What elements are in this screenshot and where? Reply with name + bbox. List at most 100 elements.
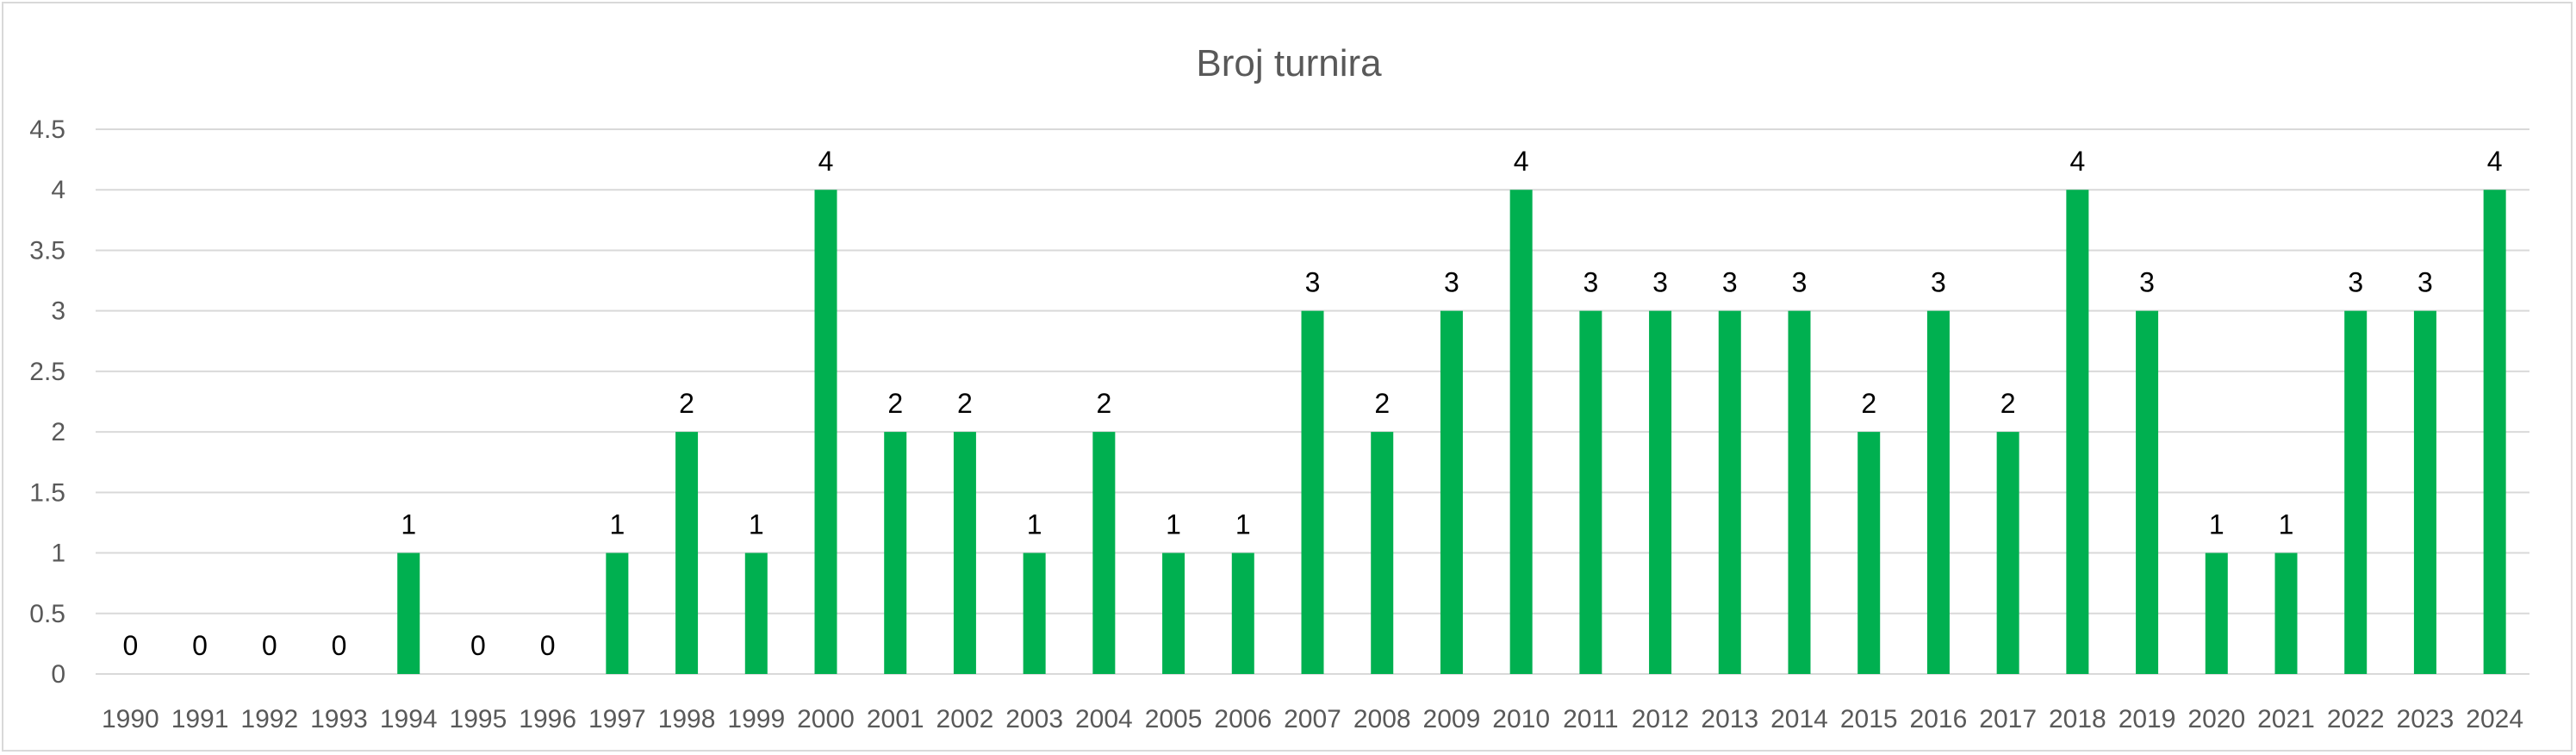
- x-tick-label: 2014: [1770, 705, 1828, 733]
- x-tick-label: 1994: [380, 705, 438, 733]
- data-label: 3: [1583, 267, 1598, 298]
- bar: [2205, 552, 2228, 674]
- x-tick-label: 2017: [1979, 705, 2037, 733]
- data-label: 3: [1652, 267, 1668, 298]
- y-tick-label: 3.5: [29, 236, 65, 265]
- bar: [1788, 310, 1811, 674]
- x-tick-label: 2008: [1353, 705, 1411, 733]
- x-tick-label: 2003: [1005, 705, 1063, 733]
- data-label: 1: [749, 509, 764, 540]
- data-label: 4: [1514, 146, 1529, 177]
- data-label: 1: [609, 509, 625, 540]
- bar: [1023, 552, 1046, 674]
- bar: [814, 190, 837, 674]
- bar: [2136, 310, 2159, 674]
- bar: [1926, 310, 1950, 674]
- x-tick-label: 1999: [727, 705, 785, 733]
- data-label: 2: [887, 388, 903, 419]
- data-label: 1: [1027, 509, 1042, 540]
- bar: [606, 552, 629, 674]
- data-label: 4: [2069, 146, 2085, 177]
- data-label: 1: [401, 509, 416, 540]
- bar: [397, 552, 420, 674]
- data-label: 2: [957, 388, 973, 419]
- x-tick-label: 2016: [1910, 705, 1968, 733]
- x-tick-label: 1990: [102, 705, 159, 733]
- x-tick-label: 2023: [2397, 705, 2455, 733]
- bar: [1092, 432, 1116, 674]
- bar: [1996, 432, 2019, 674]
- bar: [1857, 432, 1881, 674]
- data-label: 1: [2209, 509, 2224, 540]
- x-tick-label: 2006: [1214, 705, 1272, 733]
- bars: [397, 190, 2506, 674]
- y-tick-label: 0: [51, 660, 65, 689]
- data-label: 3: [1305, 267, 1321, 298]
- x-tick-label: 2024: [2466, 705, 2523, 733]
- bar: [2066, 190, 2089, 674]
- data-label: 0: [332, 630, 347, 661]
- x-tick-label: 2012: [1632, 705, 1689, 733]
- x-tick-label: 1996: [519, 705, 576, 733]
- data-label: 2: [1374, 388, 1390, 419]
- data-label: 4: [818, 146, 834, 177]
- y-tick-label: 2.5: [29, 358, 65, 386]
- data-label: 0: [470, 630, 486, 661]
- data-label: 2: [1096, 388, 1111, 419]
- x-tick-label: 1991: [171, 705, 229, 733]
- data-label: 0: [262, 630, 277, 661]
- bar: [675, 432, 699, 674]
- data-label: 3: [2417, 267, 2433, 298]
- data-label: 3: [1444, 267, 1459, 298]
- data-label: 2: [2000, 388, 2016, 419]
- data-label: 3: [2139, 267, 2155, 298]
- x-tick-label: 2007: [1284, 705, 1341, 733]
- y-tick-label: 3: [51, 297, 65, 326]
- bar: [1162, 552, 1185, 674]
- y-tick-label: 4.5: [29, 115, 65, 144]
- x-tick-label: 1997: [588, 705, 646, 733]
- data-label: 2: [1861, 388, 1876, 419]
- bar: [1718, 310, 1741, 674]
- x-tick-label: 2022: [2327, 705, 2385, 733]
- x-tick-label: 2010: [1492, 705, 1550, 733]
- bar: [1579, 310, 1602, 674]
- data-label: 1: [1235, 509, 1251, 540]
- data-labels: 0 0 0 0 1 0 0 1 2 1 4 2 2 1 2 1 1 3 2 3 4 3 3 3 3 2 3 2 4 3 1 1 3 3 4: [122, 146, 2502, 661]
- x-tick-label: 2009: [1423, 705, 1481, 733]
- bar: [1649, 310, 1672, 674]
- bar: [2344, 310, 2368, 674]
- bar: [2483, 190, 2506, 674]
- x-tick-label: 2005: [1145, 705, 1203, 733]
- bar: [2413, 310, 2436, 674]
- bar: [884, 432, 907, 674]
- bar: [744, 552, 768, 674]
- bar: [2274, 552, 2298, 674]
- x-tick-label: 2015: [1840, 705, 1898, 733]
- x-tick-label: 1995: [450, 705, 507, 733]
- x-tick-label: 2001: [867, 705, 924, 733]
- bar-chart: Broj turnira 00.511.522.533.544.5 0 0 0 010…: [29, 42, 2529, 733]
- x-tick-label: 2011: [1563, 705, 1619, 733]
- y-axis-ticks: 0 0.5 1 1.5 2 2.5 3 3.5 4 4.5: [29, 115, 65, 689]
- x-tick-label: 2019: [2119, 705, 2176, 733]
- x-tick-label: 1998: [658, 705, 716, 733]
- data-label: 0: [192, 630, 208, 661]
- y-tick-label: 1.5: [29, 478, 65, 507]
- chart-title: Broj turnira: [1196, 42, 1382, 84]
- x-tick-label: 2004: [1075, 705, 1133, 733]
- bar: [1301, 310, 1324, 674]
- y-tick-label: 2: [51, 418, 65, 446]
- data-label: 0: [122, 630, 138, 661]
- x-tick-label: 2000: [797, 705, 855, 733]
- data-label: 3: [1931, 267, 1946, 298]
- bar: [1371, 432, 1394, 674]
- data-label: 4: [2487, 146, 2503, 177]
- data-label: 3: [2348, 267, 2363, 298]
- data-label: 2: [679, 388, 694, 419]
- x-axis-ticks: 1990 1991 1992 1993 1994 1995 1996 1997 1998 1999…: [102, 705, 2523, 733]
- bar: [1509, 190, 1533, 674]
- data-label: 0: [540, 630, 556, 661]
- y-tick-label: 4: [51, 176, 65, 204]
